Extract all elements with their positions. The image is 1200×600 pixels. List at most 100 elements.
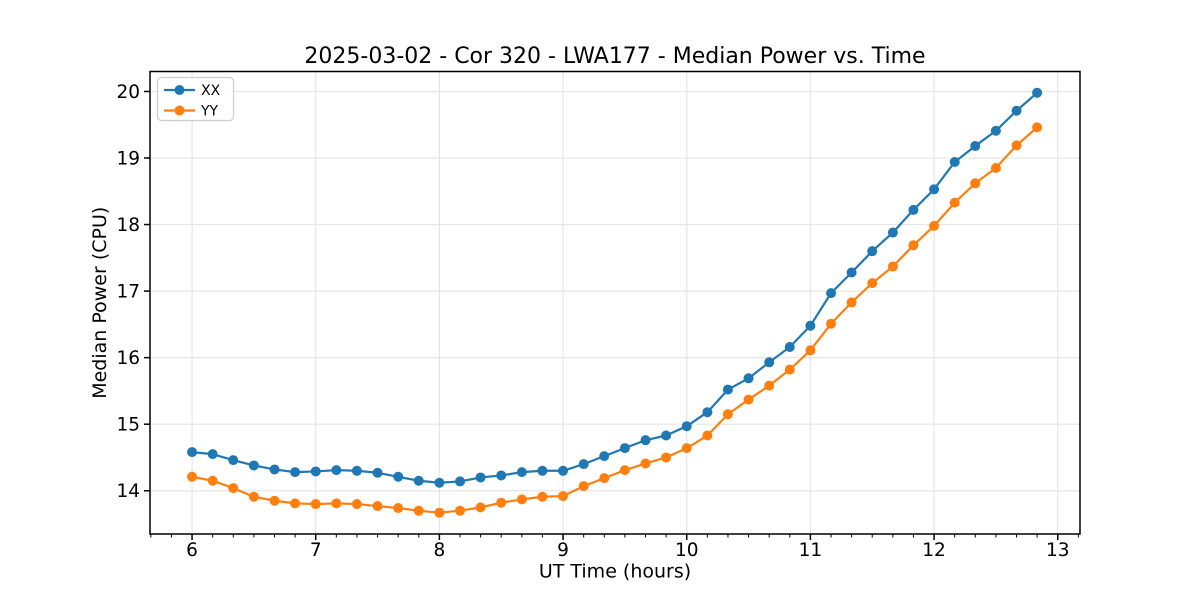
data-point bbox=[496, 497, 507, 508]
data-point bbox=[475, 472, 486, 483]
data-point bbox=[887, 261, 898, 272]
data-point bbox=[949, 157, 960, 167]
data-point bbox=[908, 240, 919, 251]
series-markers-xx bbox=[187, 87, 1043, 488]
data-point bbox=[434, 477, 445, 488]
data-point bbox=[929, 184, 940, 195]
y-tick-label: 14 bbox=[116, 481, 140, 502]
data-point bbox=[537, 491, 548, 502]
data-point bbox=[372, 467, 383, 478]
data-point bbox=[702, 407, 713, 418]
data-point bbox=[722, 409, 733, 420]
data-point bbox=[310, 466, 321, 477]
y-tick-label: 20 bbox=[116, 82, 140, 103]
data-point bbox=[455, 476, 466, 487]
data-point bbox=[516, 494, 527, 505]
x-tick-labels: 6 7 8 9 10 11 12 13 bbox=[186, 540, 1069, 561]
data-point bbox=[949, 197, 960, 208]
data-point bbox=[846, 297, 857, 308]
data-point bbox=[1032, 87, 1043, 98]
data-point bbox=[290, 498, 301, 509]
data-point bbox=[1032, 122, 1043, 133]
data-point bbox=[351, 499, 362, 510]
data-point bbox=[722, 384, 733, 395]
x-tick-label: 9 bbox=[557, 540, 569, 561]
data-point bbox=[929, 220, 940, 231]
y-tick-label: 18 bbox=[116, 215, 140, 236]
data-point bbox=[434, 507, 445, 518]
y-tick-label: 19 bbox=[116, 149, 140, 170]
y-major-ticks bbox=[144, 90, 150, 492]
data-point bbox=[681, 421, 692, 432]
y-tick-labels: 14 15 16 17 18 19 20 bbox=[116, 82, 140, 502]
y-axis-label: Median Power (CPU) bbox=[89, 207, 111, 399]
legend-label: XX bbox=[201, 83, 221, 99]
data-point bbox=[290, 467, 301, 478]
legend-marker-sample bbox=[174, 85, 185, 95]
data-point bbox=[558, 465, 569, 476]
data-point bbox=[887, 227, 898, 238]
data-point bbox=[990, 162, 1001, 173]
data-point bbox=[784, 342, 795, 352]
legend: XX YY bbox=[156, 76, 235, 122]
x-minor-ticks bbox=[150, 534, 1079, 538]
data-point bbox=[743, 373, 754, 384]
data-point bbox=[248, 491, 259, 502]
data-point bbox=[331, 498, 342, 509]
data-point bbox=[187, 447, 198, 458]
legend-box bbox=[156, 76, 235, 122]
data-point bbox=[743, 394, 754, 405]
data-point bbox=[1011, 105, 1022, 116]
data-point bbox=[187, 471, 198, 482]
data-point bbox=[640, 435, 651, 446]
legend-label: YY bbox=[200, 104, 219, 120]
data-point bbox=[661, 430, 672, 441]
legend-entry-xx: XX bbox=[164, 83, 221, 99]
legend-marker-sample bbox=[174, 105, 185, 116]
x-tick-label: 6 bbox=[186, 540, 198, 561]
data-point bbox=[908, 204, 919, 215]
data-point bbox=[516, 467, 527, 478]
data-point bbox=[228, 483, 239, 494]
data-point bbox=[578, 459, 589, 470]
data-point bbox=[681, 443, 692, 454]
data-point bbox=[867, 246, 878, 257]
x-tick-label: 8 bbox=[433, 540, 445, 561]
data-point bbox=[599, 451, 610, 462]
data-point bbox=[640, 458, 651, 469]
data-point bbox=[805, 320, 816, 331]
data-point bbox=[578, 481, 589, 492]
data-point bbox=[413, 475, 424, 486]
y-tick-label: 15 bbox=[116, 415, 140, 436]
data-point bbox=[826, 288, 837, 299]
x-major-ticks bbox=[191, 534, 1059, 540]
data-point bbox=[867, 278, 878, 289]
x-tick-label: 12 bbox=[922, 540, 946, 561]
data-point bbox=[558, 491, 569, 502]
data-point bbox=[475, 502, 486, 513]
chart-title: 2025-03-02 - Cor 320 - LWA177 - Median P… bbox=[304, 44, 925, 69]
data-point bbox=[661, 452, 672, 463]
series-markers-yy bbox=[187, 122, 1043, 518]
y-tick-label: 16 bbox=[116, 348, 140, 369]
data-point bbox=[393, 503, 404, 514]
data-point bbox=[331, 465, 342, 476]
x-tick-label: 11 bbox=[799, 540, 823, 561]
x-tick-label: 7 bbox=[310, 540, 322, 561]
data-point bbox=[826, 318, 837, 329]
data-point bbox=[970, 178, 981, 189]
x-tick-label: 10 bbox=[675, 540, 699, 561]
data-point bbox=[207, 449, 218, 460]
data-point bbox=[619, 465, 630, 476]
data-point bbox=[619, 443, 630, 454]
data-point bbox=[496, 470, 507, 481]
y-tick-label: 17 bbox=[116, 282, 140, 303]
data-point bbox=[784, 364, 795, 375]
data-point bbox=[702, 430, 713, 441]
data-point bbox=[1011, 140, 1022, 151]
data-point bbox=[269, 464, 280, 475]
axes-frame bbox=[149, 70, 1081, 535]
data-point bbox=[805, 345, 816, 356]
